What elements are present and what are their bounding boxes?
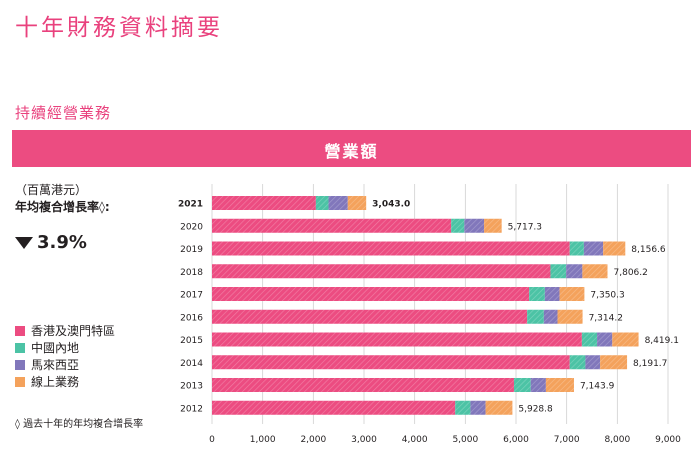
bar-hatch [581,332,598,347]
bar-hatch [585,355,601,370]
legend-label: 馬來西亞 [31,358,80,372]
bar-hatch [451,218,465,233]
bar-hatch [455,400,471,415]
year-label: 2013 [180,382,203,392]
year-label: 2016 [180,313,203,323]
legend-label: 香港及澳門特區 [31,324,116,338]
bar-hatch [545,378,574,392]
x-tick-label: 9,000 [655,435,681,445]
bar-hatch [559,287,585,301]
section-title: 持續經營業務 [15,104,112,122]
bar-hatch [347,196,367,210]
legend-swatch [15,359,25,370]
cagr-value: 3.9% [37,232,87,253]
x-tick-label: 3,000 [351,435,377,445]
bar-hatch [600,355,628,370]
legend-item-hk-macau: 香港及澳門特區 [15,322,115,339]
bar-hatch [212,378,514,392]
bar-hatch [566,264,583,279]
chart-labels: 0 1,000 2,000 3,000 4,000 5,000 6,000 7,000 8,00… [178,200,681,446]
bar-hatch [484,218,502,233]
bar-hatch [569,355,586,370]
bar-hatch [527,309,544,324]
total-value-label: 3,043.0 [372,200,410,210]
total-value-label: 7,314.2 [589,313,623,323]
x-tick-label: 8,000 [604,435,630,445]
revenue-banner: 營業額 [12,130,691,167]
total-value-label: 8,419.1 [645,336,679,346]
bar-hatch [557,309,583,324]
x-tick-label: 5,000 [452,435,478,445]
bar-hatch [212,287,530,301]
year-label: 2017 [180,291,203,301]
footnote: ◊ 過去十年的年均複合增長率 [15,419,144,430]
legend-item-mainland: 中國內地 [15,339,115,356]
bar-hatch [529,287,545,301]
bar-hatch [212,196,316,210]
x-tick-label: 6,000 [503,435,529,445]
unit-label: （百萬港元） [15,183,88,197]
bar-hatch [612,332,639,347]
legend: 香港及澳門特區 中國內地 馬來西亞 線上業務 [15,322,115,390]
bar-hatch [212,355,570,370]
bar-hatch [530,378,546,392]
legend-swatch [15,325,25,336]
cagr-label: 年均複合增長率◊: [15,200,110,214]
bar-hatch [485,400,513,415]
x-tick-label: 7,000 [554,435,580,445]
bar-hatch [583,241,604,256]
year-label: 2018 [180,268,203,278]
x-tick-label: 1,000 [250,435,276,445]
bar-hatch [212,400,456,415]
bar-hatch [464,218,485,233]
bar-hatch [544,287,560,301]
year-label: 2012 [180,404,203,414]
bar-hatch [569,241,584,256]
year-label: 2014 [180,359,203,369]
total-value-label: 8,156.6 [631,245,666,255]
legend-item-malaysia: 馬來西亞 [15,356,115,373]
year-label: 2020 [180,222,203,232]
banner-label: 營業額 [324,142,379,161]
total-value-label: 7,143.9 [580,382,615,392]
page-title: 十年財務資料摘要 [15,15,223,41]
bar-hatch [543,309,558,324]
bar-hatch [597,332,613,347]
total-value-label: 7,806.2 [614,268,648,278]
legend-swatch [15,342,25,353]
bar-hatch [603,241,626,256]
year-label: 2015 [180,336,203,346]
legend-swatch [15,376,25,387]
bar-hatch [212,264,551,279]
bar-hatch [328,196,348,210]
total-value-label: 8,191.7 [633,359,667,369]
bar-hatch [212,241,570,256]
total-value-label: 5,928.8 [518,404,553,414]
bar-hatch [315,196,329,210]
x-tick-label: 2,000 [300,435,326,445]
down-triangle-icon [15,236,33,249]
year-label: 2019 [180,245,203,255]
total-value-label: 7,350.3 [590,291,624,301]
year-label: 2021 [178,200,203,210]
bar-hatch [582,264,608,279]
cagr-row: 3.9% [15,232,87,253]
x-tick-label: 0 [209,435,215,445]
bar-hatch [212,309,528,324]
bar-hatch [513,378,531,392]
total-value-label: 5,717.3 [508,222,542,232]
legend-label: 線上業務 [31,375,80,389]
bar-hatch [470,400,486,415]
bars [212,196,639,415]
legend-item-online: 線上業務 [15,373,115,390]
bar-hatch [212,332,582,347]
legend-label: 中國內地 [31,341,80,355]
bar-hatch [212,218,452,233]
bar-hatch [550,264,567,279]
x-tick-label: 4,000 [402,435,428,445]
